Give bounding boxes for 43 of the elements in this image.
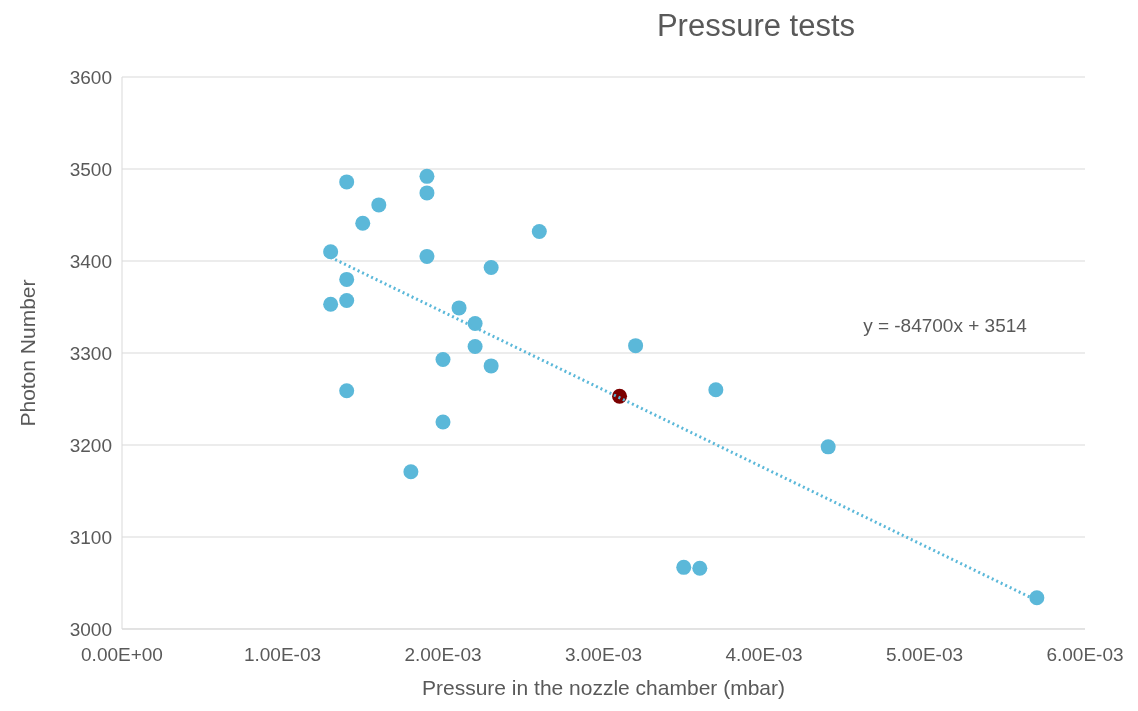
point bbox=[435, 414, 451, 430]
point bbox=[692, 560, 708, 576]
point bbox=[676, 559, 692, 575]
point bbox=[820, 439, 836, 455]
x-tick-label: 4.00E-03 bbox=[725, 644, 803, 665]
chart-title: Pressure tests bbox=[656, 8, 856, 43]
point bbox=[1029, 590, 1045, 606]
x-tick-label: 0.00E+00 bbox=[81, 644, 163, 665]
point bbox=[339, 383, 355, 399]
y-tick-label: 3500 bbox=[69, 158, 112, 180]
point bbox=[339, 174, 355, 190]
y-tick-label: 3200 bbox=[69, 434, 112, 456]
annotation: y = -84700x + 3514 bbox=[863, 315, 1028, 336]
x-axis-title: Pressure in the nozzle chamber (mbar) bbox=[422, 676, 785, 699]
point bbox=[435, 351, 451, 367]
x-tick-label: 5.00E-03 bbox=[885, 644, 964, 665]
point bbox=[339, 271, 355, 287]
y-axis-title: Photon Number bbox=[16, 279, 39, 427]
point bbox=[708, 382, 724, 398]
y-tick-label: 3300 bbox=[69, 342, 112, 364]
point bbox=[467, 339, 483, 355]
point bbox=[419, 248, 435, 264]
point bbox=[483, 358, 499, 374]
x-tick-label: 3.00E-03 bbox=[564, 644, 643, 665]
y-tick-label: 3400 bbox=[69, 250, 112, 272]
point bbox=[323, 296, 339, 312]
point bbox=[483, 259, 499, 275]
x-tick-label: 2.00E-03 bbox=[404, 644, 482, 665]
x-tick-label: 6.00E-03 bbox=[1046, 644, 1124, 665]
point bbox=[451, 300, 467, 316]
y-tick-label: 3100 bbox=[69, 526, 112, 548]
point bbox=[419, 168, 435, 184]
point bbox=[355, 215, 371, 231]
point bbox=[323, 244, 339, 260]
point bbox=[371, 197, 387, 213]
point bbox=[531, 224, 547, 240]
point bbox=[419, 185, 435, 201]
point bbox=[339, 293, 355, 309]
x-tick-label: 1.00E-03 bbox=[243, 644, 322, 665]
y-tick-label: 3600 bbox=[69, 66, 112, 88]
y-tick-label: 3000 bbox=[69, 618, 112, 640]
point bbox=[403, 464, 419, 480]
point bbox=[628, 338, 644, 354]
